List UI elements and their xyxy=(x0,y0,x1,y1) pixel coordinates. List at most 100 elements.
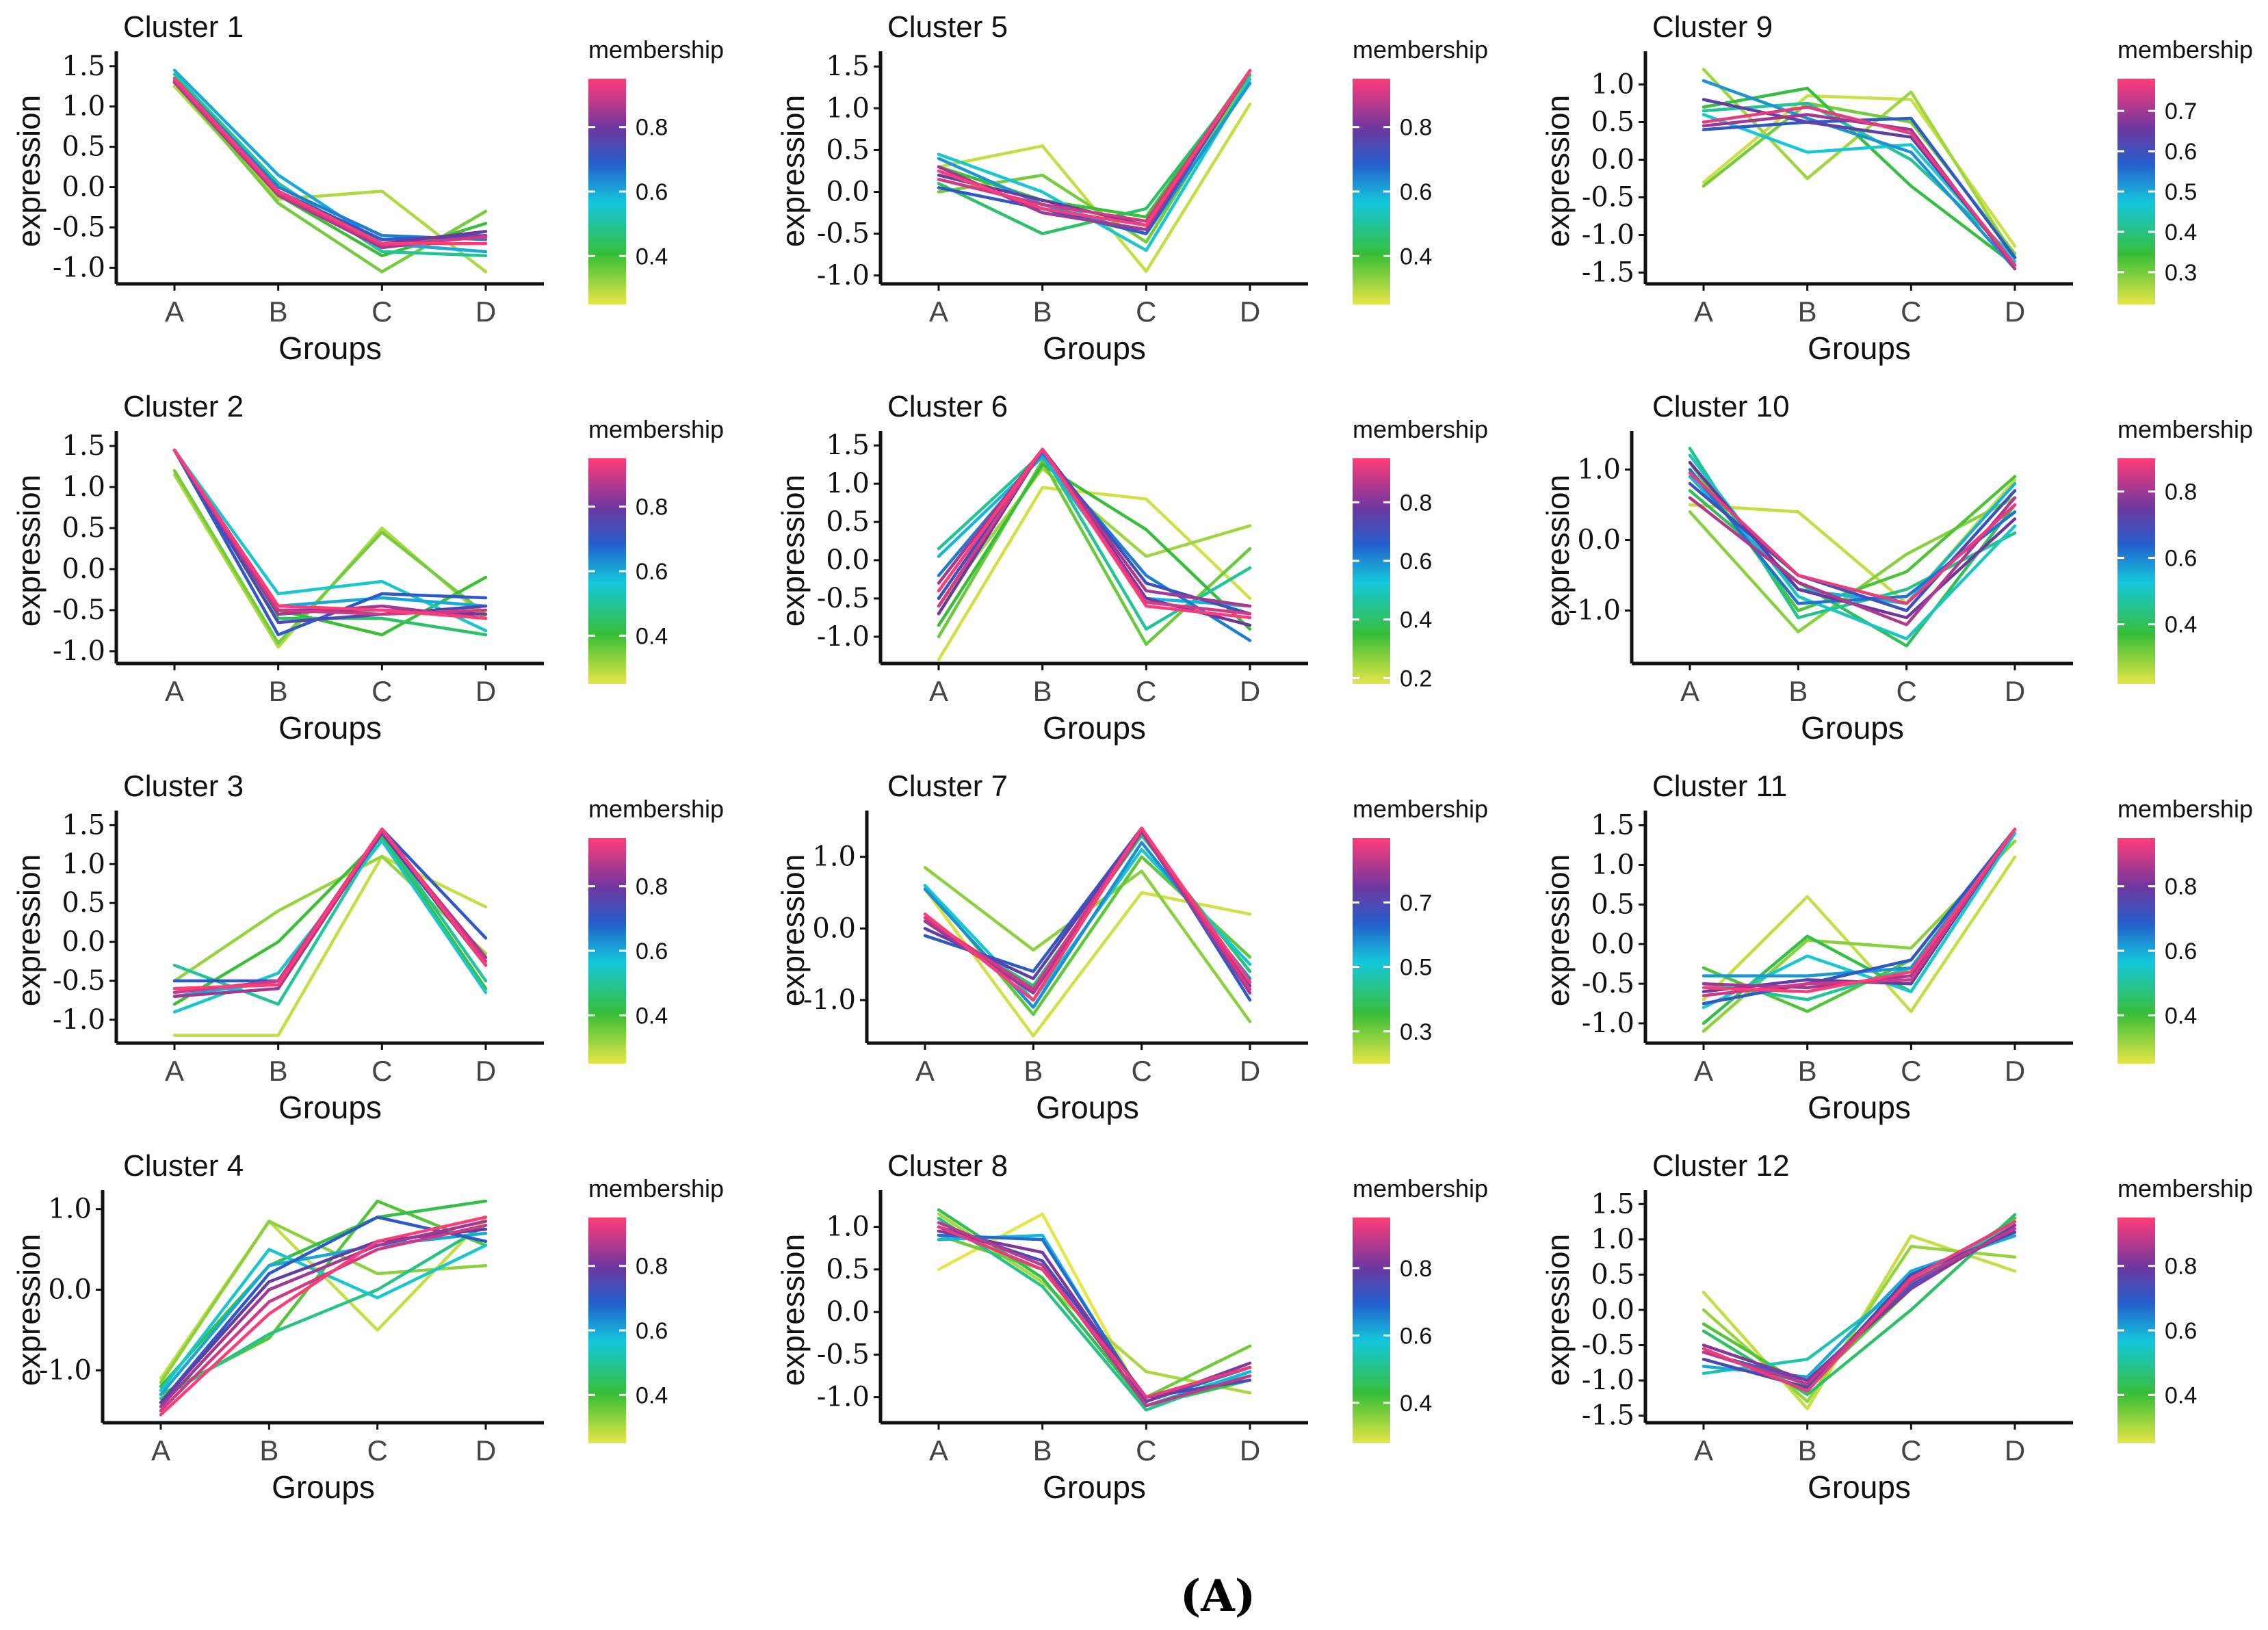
figure-label: (A) xyxy=(1180,1570,1255,1622)
cluster-7-legend-tick-label: 0.7 xyxy=(1400,890,1432,916)
cluster-8-x-tick-label: A xyxy=(929,1434,948,1467)
cluster-11-series-line xyxy=(1702,855,2017,1013)
cluster-4-x-axis-title: Groups xyxy=(272,1469,375,1505)
cluster-11-panel: Cluster 11 1.5 1.0 0.5 0.0 -0.5 -1.0 A B C D Groups… xyxy=(1540,770,2253,1125)
cluster-4-y-tick-label: 1.0 xyxy=(48,1194,92,1225)
cluster-9-y-tick-label: 0.0 xyxy=(1591,144,1634,176)
cluster-6-y-tick-label: 1.5 xyxy=(826,430,870,461)
cluster-6-series-line xyxy=(937,447,1252,608)
cluster-1-y-tick-label: -1.0 xyxy=(53,252,105,283)
cluster-8-x-tick-label: B xyxy=(1033,1434,1052,1467)
cluster-4-legend-tick-label: 0.6 xyxy=(636,1318,668,1344)
cluster-6-y-tick-label: -0.5 xyxy=(817,583,870,614)
cluster-11-x-tick-label: C xyxy=(1901,1055,1921,1087)
cluster-3-y-tick-label: 0.0 xyxy=(62,926,105,958)
cluster-12-x-tick-label: B xyxy=(1798,1434,1817,1467)
cluster-4-series-line xyxy=(159,1220,488,1408)
cluster-5-panel: Cluster 5 1.5 1.0 0.5 0.0 -0.5 -1.0 A B C D Groups e… xyxy=(775,10,1488,366)
cluster-11-series-line xyxy=(1702,828,2017,1005)
cluster-2-series-line xyxy=(172,448,488,620)
cluster-5-series-line xyxy=(937,77,1252,252)
cluster-8-panel: Cluster 8 1.0 0.5 0.0 -0.5 -1.0 A B C D Groups expr… xyxy=(775,1149,1488,1505)
cluster-12-y-tick-label: 1.5 xyxy=(1591,1188,1634,1220)
cluster-4-x-tick-label: D xyxy=(475,1434,496,1467)
cluster-5-x-tick-label: D xyxy=(1240,295,1260,328)
cluster-10-series-line xyxy=(1688,453,2017,641)
cluster-1-y-tick-label: 0.0 xyxy=(62,172,105,203)
cluster-9-y-tick-label: 0.5 xyxy=(1591,107,1634,138)
cluster-12-y-tick-label: -0.5 xyxy=(1582,1330,1634,1361)
cluster-8-legend-tick-label: 0.8 xyxy=(1400,1256,1432,1282)
cluster-1-x-axis-title: Groups xyxy=(278,330,382,366)
cluster-5-y-tick-label: -0.5 xyxy=(817,218,870,250)
cluster-3-y-tick-label: -0.5 xyxy=(53,965,105,997)
cluster-5-title: Cluster 5 xyxy=(887,10,1008,44)
cluster-2-panel: Cluster 2 1.5 1.0 0.5 0.0 -0.5 -1.0 A B C D Groups e… xyxy=(11,390,724,746)
cluster-10-x-axis-title: Groups xyxy=(1801,710,1904,746)
cluster-11-legend-tick-label: 0.8 xyxy=(2165,874,2197,900)
cluster-3-legend-title: membership xyxy=(588,795,724,823)
cluster-1-legend-tick-label: 0.6 xyxy=(636,179,668,205)
cluster-10-x-tick-label: D xyxy=(2005,675,2025,707)
cluster-5-x-axis-title: Groups xyxy=(1043,330,1146,366)
cluster-7-title: Cluster 7 xyxy=(887,770,1008,803)
cluster-1-x-tick-label: D xyxy=(475,295,496,328)
cluster-1-legend-title: membership xyxy=(588,36,724,64)
cluster-2-x-tick-label: C xyxy=(372,675,392,707)
cluster-1-x-tick-label: B xyxy=(269,295,288,328)
cluster-8-series-line xyxy=(937,1229,1252,1404)
cluster-10-x-tick-label: A xyxy=(1680,675,1699,707)
cluster-6-y-axis-title: expression xyxy=(775,475,811,627)
cluster-12-y-tick-label: 0.0 xyxy=(1591,1294,1634,1326)
cluster-4-x-tick-label: B xyxy=(259,1434,278,1467)
cluster-5-y-axis-title: expression xyxy=(775,95,811,247)
cluster-9-title: Cluster 9 xyxy=(1652,10,1773,44)
cluster-12-y-tick-label: 1.0 xyxy=(1591,1224,1634,1255)
cluster-1-legend-tick-label: 0.4 xyxy=(636,244,668,270)
cluster-8-y-tick-label: -1.0 xyxy=(817,1382,870,1413)
cluster-9-x-tick-label: A xyxy=(1694,295,1713,328)
cluster-3-legend-tick-label: 0.8 xyxy=(636,874,668,900)
cluster-5-legend-tick-label: 0.4 xyxy=(1400,244,1432,270)
cluster-11-y-tick-label: 0.5 xyxy=(1591,889,1634,920)
cluster-8-y-tick-label: 1.0 xyxy=(826,1211,870,1243)
cluster-6-legend-title: membership xyxy=(1353,415,1488,443)
cluster-2-series-line xyxy=(172,448,488,633)
cluster-1-title: Cluster 1 xyxy=(123,10,244,44)
cluster-11-y-tick-label: 1.0 xyxy=(1591,849,1634,880)
cluster-5-series-line xyxy=(937,81,1252,235)
cluster-1-y-tick-label: -0.5 xyxy=(53,212,105,244)
cluster-5-x-tick-label: B xyxy=(1033,295,1052,328)
cluster-6-x-tick-label: D xyxy=(1240,675,1260,707)
cluster-12-x-tick-label: A xyxy=(1694,1434,1713,1467)
cluster-10-x-tick-label: B xyxy=(1788,675,1808,707)
cluster-4-legend-tick-label: 0.8 xyxy=(636,1254,668,1280)
cluster-5-y-tick-label: 0.5 xyxy=(826,134,870,166)
cluster-3-legend-tick-label: 0.4 xyxy=(636,1003,668,1029)
cluster-10-series-line xyxy=(1688,496,2017,627)
cluster-10-y-tick-label: 1.0 xyxy=(1577,453,1621,485)
cluster-10-y-tick-label: -1.0 xyxy=(1568,595,1621,627)
cluster-3-series-line xyxy=(172,831,488,1006)
cluster-7-x-tick-label: A xyxy=(915,1055,935,1087)
cluster-9-x-tick-label: B xyxy=(1798,295,1817,328)
cluster-11-series-line xyxy=(1702,828,2017,993)
cluster-4-series-line xyxy=(159,1215,488,1417)
cluster-8-legend-title: membership xyxy=(1353,1174,1488,1202)
cluster-3-series-line xyxy=(172,835,488,1006)
cluster-7-legend-title: membership xyxy=(1353,795,1488,823)
cluster-4-legend-tick-label: 0.4 xyxy=(636,1382,668,1408)
cluster-5-x-tick-label: C xyxy=(1136,295,1156,328)
cluster-8-y-axis-title: expression xyxy=(775,1234,811,1386)
cluster-11-series-line xyxy=(1702,831,2017,1010)
cluster-2-legend-tick-label: 0.8 xyxy=(636,495,668,521)
cluster-6-legend-tick-label: 0.6 xyxy=(1400,549,1432,575)
cluster-1-x-tick-label: A xyxy=(165,295,184,328)
cluster-2-x-tick-label: B xyxy=(269,675,288,707)
cluster-6-legend-colorbar xyxy=(1353,458,1390,684)
cluster-7-x-tick-label: B xyxy=(1024,1055,1043,1087)
cluster-5-legend-tick-label: 0.6 xyxy=(1400,179,1432,205)
cluster-11-x-axis-title: Groups xyxy=(1808,1090,1911,1125)
cluster-10-title: Cluster 10 xyxy=(1652,390,1790,423)
